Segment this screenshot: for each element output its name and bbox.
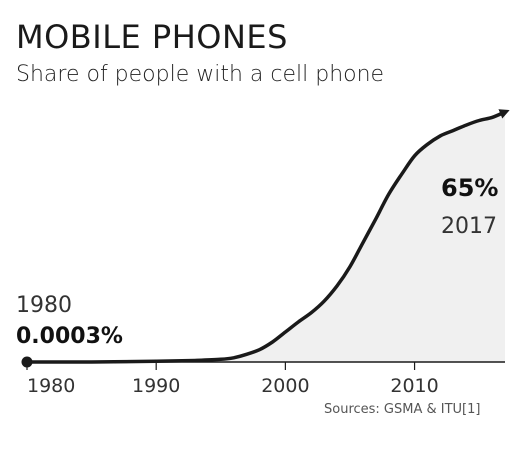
x-axis-ticks: 1980 1990 2000 2010 — [26, 362, 439, 397]
end-value-label: 65% — [441, 174, 498, 202]
chart-subtitle: Share of people with a cell phone — [16, 62, 385, 87]
area-fill — [27, 112, 505, 363]
start-year-label: 1980 — [16, 293, 72, 318]
x-tick-label-1980: 1980 — [27, 375, 75, 397]
x-tick-label-1990: 1990 — [132, 375, 180, 397]
series-line — [25, 109, 510, 364]
x-tick-label-2000: 2000 — [261, 375, 309, 397]
start-point — [21, 356, 33, 368]
chart-title: MOBILE PHONES — [16, 18, 288, 56]
start-value-label: 0.0003% — [16, 324, 123, 349]
end-year-label: 2017 — [441, 214, 497, 239]
x-tick-label-2010: 2010 — [390, 375, 438, 397]
source-note: Sources: GSMA & ITU[1] — [324, 402, 481, 417]
